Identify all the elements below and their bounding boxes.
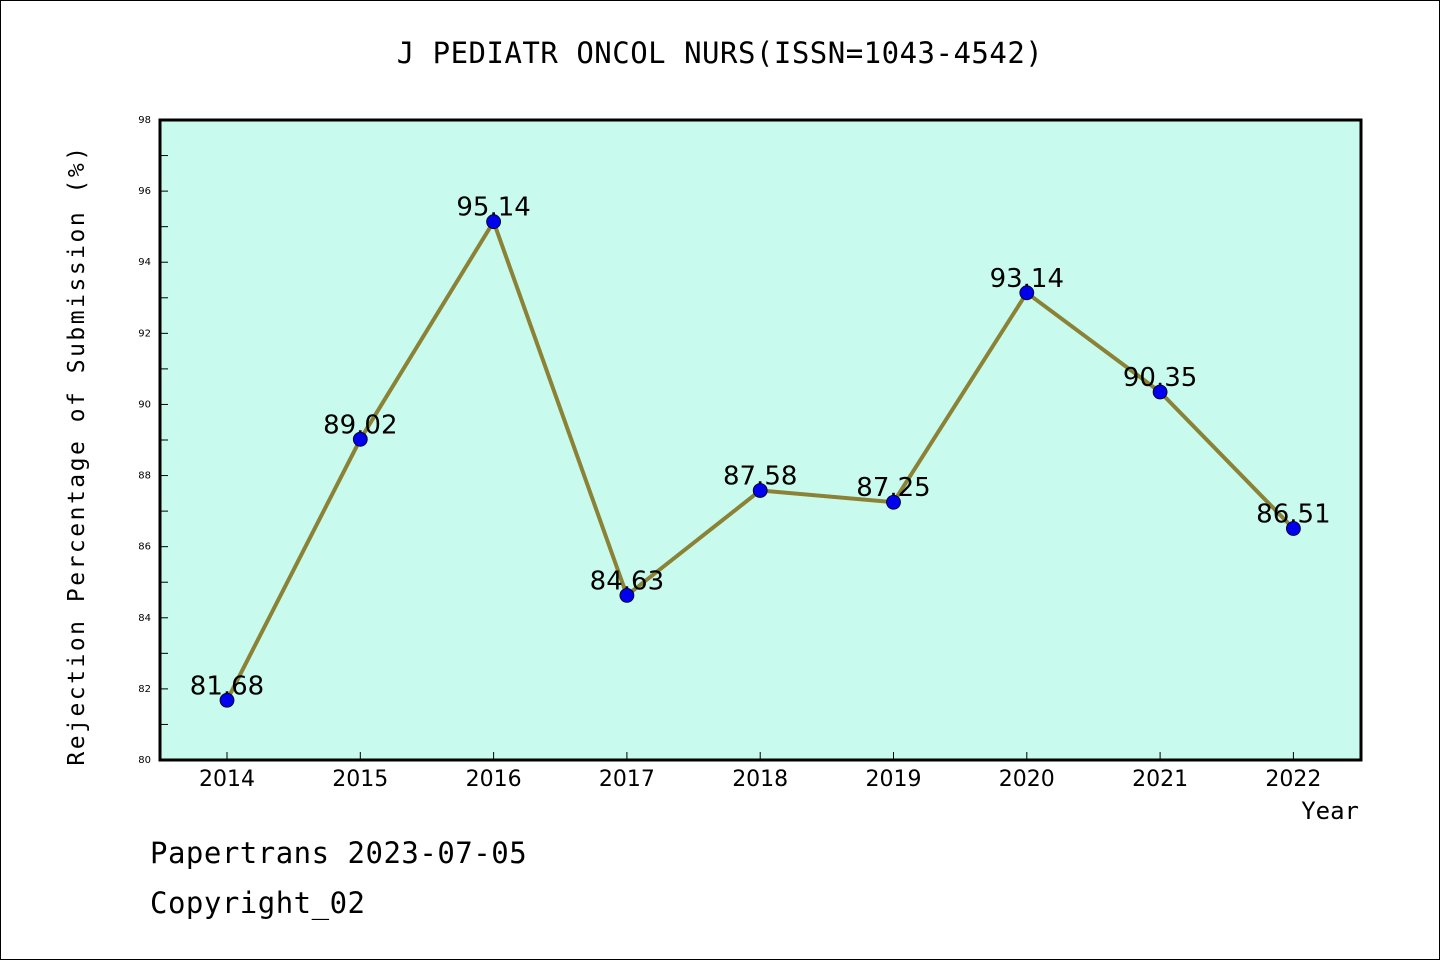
y-tick-label: 98 — [138, 115, 151, 126]
x-tick-label: 2014 — [199, 767, 255, 792]
y-tick-label: 90 — [138, 399, 151, 410]
footer-copyright: Copyright_02 — [150, 886, 366, 920]
data-point — [352, 431, 368, 447]
x-tick-label: 2022 — [1265, 767, 1321, 792]
data-point — [486, 214, 502, 230]
chart-title: J PEDIATR ONCOL NURS(ISSN=1043-4542) — [396, 36, 1044, 70]
x-tick-label: 2018 — [732, 767, 788, 792]
x-tick-label: 2021 — [1132, 767, 1188, 792]
data-point — [1152, 384, 1168, 400]
plot-border — [158, 118, 1363, 762]
y-tick-label: 94 — [138, 257, 151, 268]
x-tick-label: 2019 — [866, 767, 922, 792]
y-tick-label: 80 — [138, 755, 151, 766]
data-point — [219, 692, 235, 708]
data-point — [1019, 285, 1035, 301]
y-tick-label: 84 — [138, 613, 151, 624]
y-tick-label: 86 — [138, 542, 151, 553]
data-point — [752, 483, 768, 498]
x-tick-label: 2020 — [999, 767, 1055, 792]
x-axis-label: Year — [1301, 797, 1359, 825]
y-tick-label: 92 — [138, 328, 151, 339]
x-tick-label: 2016 — [466, 767, 522, 792]
footer-date: Papertrans 2023-07-05 — [150, 836, 528, 870]
data-point — [619, 587, 635, 603]
x-tick-label: 2015 — [332, 767, 388, 792]
y-tick-label: 96 — [138, 186, 151, 197]
y-tick-label: 88 — [138, 471, 151, 482]
data-point — [886, 494, 901, 510]
data-point — [1286, 521, 1301, 536]
x-tick-label: 2017 — [599, 767, 655, 792]
y-tick-label: 82 — [138, 684, 151, 695]
